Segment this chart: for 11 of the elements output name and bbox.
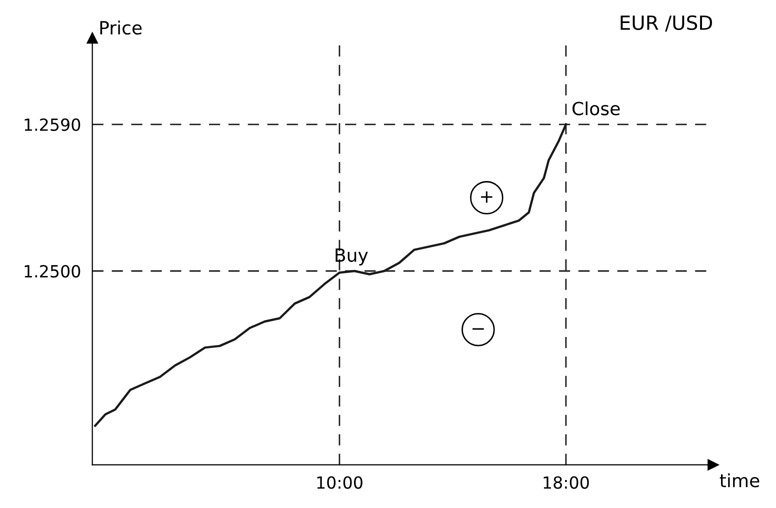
annotation: Buy <box>336 248 368 266</box>
y-axis-title: Price <box>100 20 142 35</box>
annotation: − <box>472 328 484 330</box>
y-tick-label: 1.2590 <box>24 118 80 131</box>
y-tick-label: 1.2500 <box>24 264 80 278</box>
annotation: + <box>481 191 492 203</box>
x-tick-label: 18:00 <box>544 476 589 489</box>
x-axis-title: time <box>720 473 760 488</box>
chart-title: EUR /USD <box>620 15 712 32</box>
x-tick-label: 10:00 <box>317 476 362 489</box>
annotation: Close <box>572 101 620 116</box>
